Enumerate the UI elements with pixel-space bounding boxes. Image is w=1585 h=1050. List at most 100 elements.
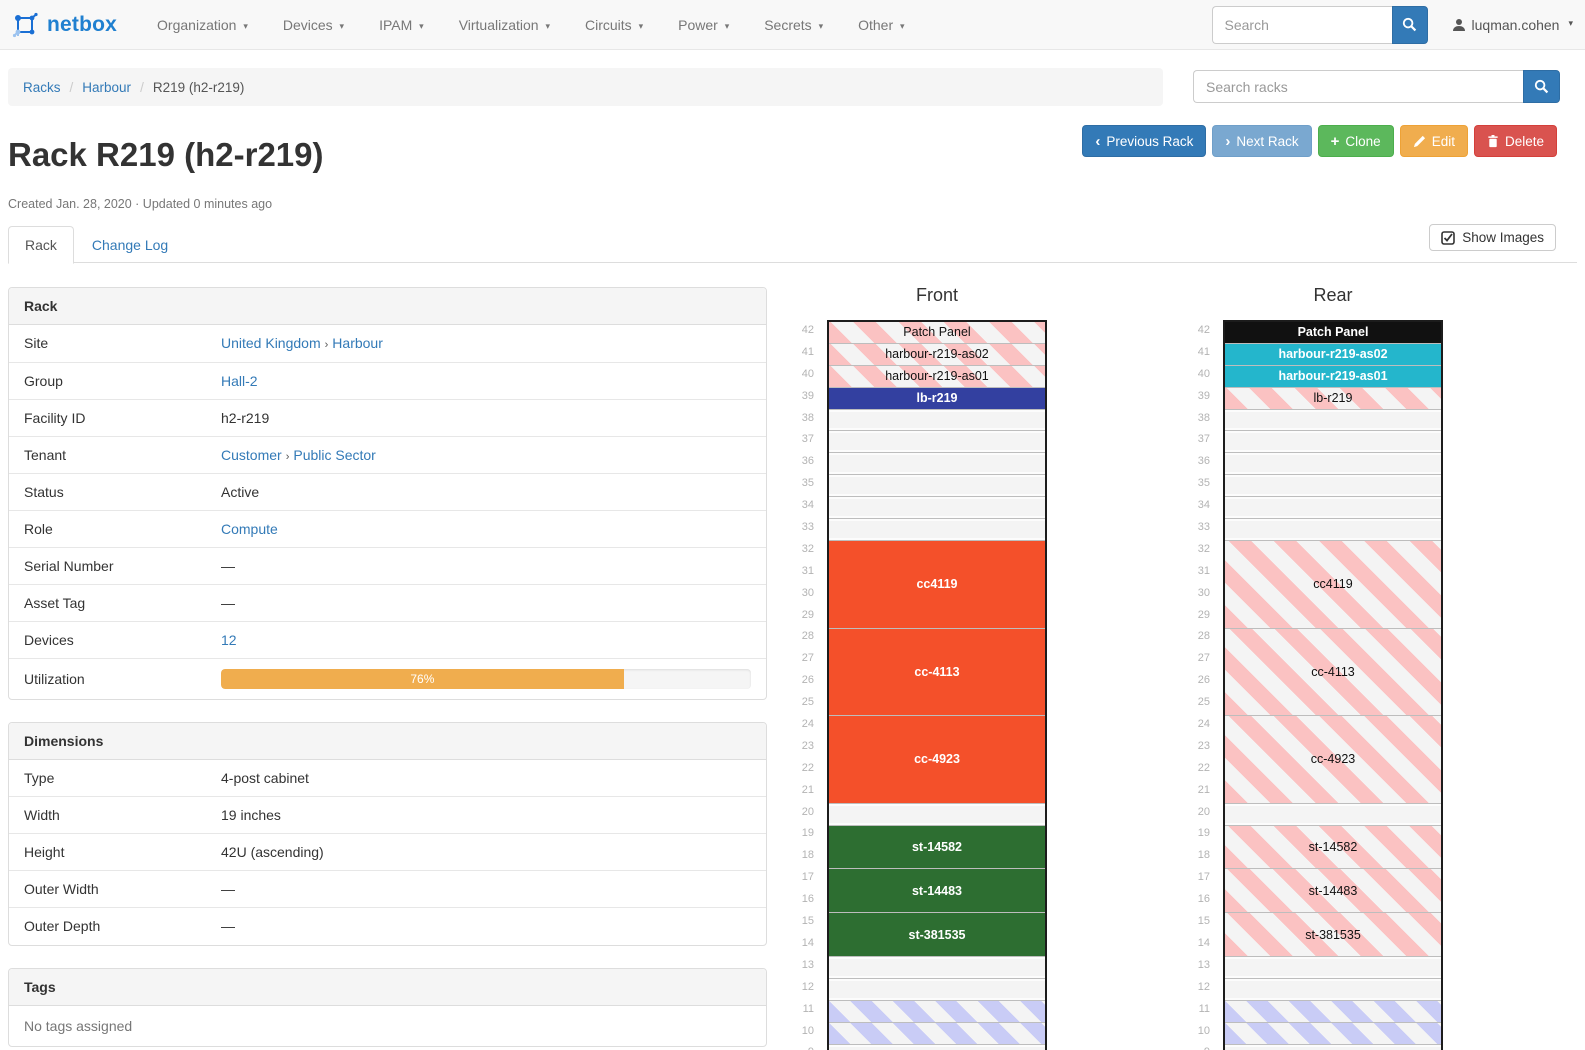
nav-menu-virtualization[interactable]: Virtualization ▾ [458, 16, 551, 33]
rack-reservation[interactable] [829, 1000, 1045, 1023]
rack-device-block[interactable]: harbour-r219-as02 [829, 343, 1045, 366]
chevron-left-icon: ‹ [1095, 132, 1101, 150]
chevron-down-icon: ▾ [243, 20, 248, 31]
netbox-logo[interactable]: netbox [12, 12, 117, 38]
link-harbour[interactable]: Harbour [332, 335, 383, 352]
unit-number: 23 [801, 739, 814, 752]
rack-device-block[interactable]: harbour-r219-as02 [1225, 343, 1441, 366]
rear-elevation: Rear 42 41 40 39 38 37 36 35 34 33 32 31 30 29 28 27 26 25… [1183, 285, 1443, 1050]
breadcrumb-item[interactable]: Racks [23, 79, 61, 95]
global-search-button[interactable] [1391, 5, 1428, 44]
top-navbar: netbox Organization ▾ Devices ▾ IPAM ▾ Virt… [0, 0, 1585, 50]
nav-menu-secrets[interactable]: Secrets ▾ [764, 16, 824, 33]
nav-menu-circuits[interactable]: Circuits ▾ [585, 16, 644, 33]
rack-reservation[interactable] [829, 1022, 1045, 1045]
unit-number: 36 [1197, 455, 1210, 468]
attr-row-outer-width: Outer Width — [9, 870, 766, 908]
nav-menu-other[interactable]: Other ▾ [858, 16, 905, 33]
rack-device-block[interactable]: harbour-r219-as01 [1225, 365, 1441, 388]
rack-device-block[interactable]: Patch Panel [1225, 322, 1441, 344]
rack-device-block[interactable]: cc4119 [1225, 540, 1441, 629]
unit-number: 34 [801, 499, 814, 512]
rack-empty-slot [829, 956, 1045, 979]
attr-value: Compute [206, 509, 766, 547]
rack-reservation[interactable] [1225, 1022, 1441, 1045]
unit-number: 14 [801, 936, 814, 949]
unit-number: 23 [1197, 739, 1210, 752]
rack-device-block[interactable]: lb-r219 [1225, 387, 1441, 410]
breadcrumb: Racks / Harbour / R219 (h2-r219) [8, 68, 1163, 106]
rack-device-block[interactable]: harbour-r219-as01 [829, 365, 1045, 388]
unit-number: 20 [1197, 805, 1210, 818]
unit-number: 21 [801, 783, 814, 796]
attr-label: Height [9, 833, 206, 871]
rack-device-block[interactable]: st-14582 [1225, 825, 1441, 870]
unit-number: 17 [801, 871, 814, 884]
nav-menu-organization[interactable]: Organization ▾ [157, 16, 248, 33]
utilization-bar: 76% [221, 668, 751, 689]
nav-menu-power[interactable]: Power ▾ [678, 16, 730, 33]
rack-device-block[interactable]: cc-4113 [829, 628, 1045, 717]
rack-device-block[interactable]: Patch Panel [829, 322, 1045, 344]
rack-empty-slot [1225, 978, 1441, 1001]
unit-number: 9 [1183, 1042, 1213, 1050]
rack-search-button[interactable] [1523, 70, 1560, 103]
edit-button[interactable]: Edit [1399, 125, 1468, 157]
nav-menu-ipam[interactable]: IPAM ▾ [379, 16, 424, 33]
attr-row-devices: Devices 12 [9, 620, 766, 658]
attr-row-outer-depth: Outer Depth — [9, 907, 766, 945]
rack-device-block[interactable]: cc-4113 [1225, 628, 1441, 717]
rack-device-block[interactable]: st-14582 [829, 825, 1045, 870]
unit-number: 18 [801, 849, 814, 862]
unit-number: 28 [1197, 630, 1210, 643]
tags-panel: Tags No tags assigned [8, 967, 767, 1047]
unit-number: 28 [801, 630, 814, 643]
rack-panel-title: Rack [9, 288, 766, 325]
rack-device-block[interactable]: st-381535 [1225, 913, 1441, 957]
rack-device-block[interactable]: cc4119 [829, 540, 1045, 629]
rack-device-block[interactable]: st-381535 [829, 913, 1045, 957]
delete-button[interactable]: Delete [1473, 125, 1557, 157]
previous-rack-button[interactable]: ‹ Previous Rack [1082, 125, 1207, 157]
clone-button[interactable]: + Clone [1317, 125, 1394, 157]
link-12[interactable]: 12 [221, 631, 237, 648]
rack-empty-slot [1225, 475, 1441, 498]
attr-row-width: Width 19 inches [9, 796, 766, 834]
global-search-input[interactable] [1211, 5, 1392, 44]
link-customer[interactable]: Customer [221, 446, 282, 463]
attr-value: Hall-2 [206, 361, 766, 399]
tab-rack[interactable]: Rack [8, 226, 74, 264]
attr-row-serial-number: Serial Number — [9, 546, 766, 584]
unit-number: 15 [801, 915, 814, 928]
tab-change-log[interactable]: Change Log [91, 237, 169, 253]
show-images-button[interactable]: Show Images [1429, 224, 1556, 251]
link-public-sector[interactable]: Public Sector [293, 446, 376, 463]
username: luqman.cohen [1471, 16, 1560, 33]
unit-number: 30 [1197, 586, 1210, 599]
user-menu[interactable]: luqman.cohen ▾ [1452, 17, 1573, 33]
attr-label: Facility ID [9, 398, 206, 436]
link-united-kingdom[interactable]: United Kingdom [221, 335, 321, 352]
link-hall-2[interactable]: Hall-2 [221, 372, 258, 389]
rack-device-block[interactable]: cc-4923 [1225, 716, 1441, 804]
unit-number: 17 [1197, 871, 1210, 884]
unit-number: 33 [1197, 521, 1210, 534]
elevation-title: Rear [1313, 285, 1353, 305]
next-rack-button[interactable]: › Next Rack [1212, 125, 1312, 157]
chevron-down-icon: ▾ [419, 20, 424, 31]
rack-device-block[interactable]: lb-r219 [829, 387, 1045, 410]
nav-menu-devices[interactable]: Devices ▾ [282, 16, 345, 33]
unit-number: 16 [801, 893, 814, 906]
link-compute[interactable]: Compute [221, 520, 278, 537]
breadcrumb-item[interactable]: Harbour [82, 79, 132, 95]
breadcrumb-separator: / [69, 79, 74, 95]
chevron-down-icon: ▾ [900, 20, 905, 31]
unit-number: 22 [1197, 761, 1210, 774]
rack-device-block[interactable]: st-14483 [829, 869, 1045, 914]
rack-search-input[interactable] [1193, 70, 1523, 103]
rack-reservation[interactable] [1225, 1000, 1441, 1023]
rack-device-block[interactable]: st-14483 [1225, 869, 1441, 914]
attr-row-asset-tag: Asset Tag — [9, 583, 766, 621]
rack-device-block[interactable]: cc-4923 [829, 716, 1045, 804]
unit-number: 12 [801, 980, 814, 993]
